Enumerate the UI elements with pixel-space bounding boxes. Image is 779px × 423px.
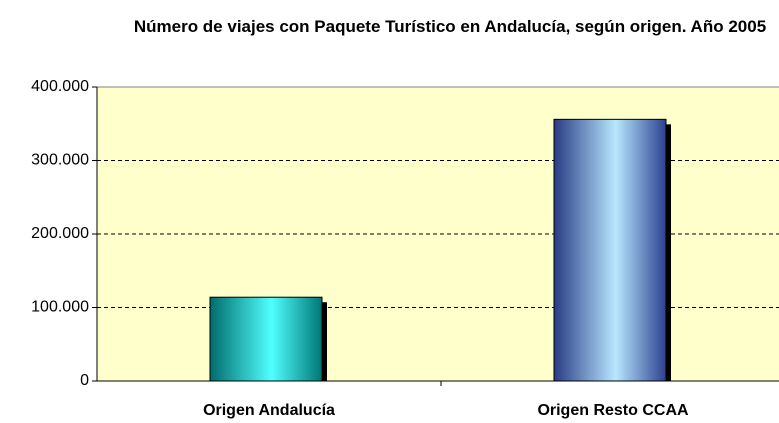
x-tick-label: Origen Andalucía	[203, 402, 335, 419]
chart-title: Número de viajes con Paquete Turístico e…	[133, 17, 767, 36]
bar	[553, 118, 667, 382]
y-tick-label: 200.000	[31, 225, 89, 242]
y-tick-label: 100.000	[31, 299, 89, 316]
x-tick-label: Origen Resto CCAA	[537, 402, 689, 419]
y-tick-label: 0	[80, 372, 89, 389]
plot-area	[96, 86, 779, 382]
bar	[209, 296, 323, 382]
y-tick-label: 400.000	[31, 78, 89, 95]
y-tick-label: 300.000	[31, 152, 89, 169]
